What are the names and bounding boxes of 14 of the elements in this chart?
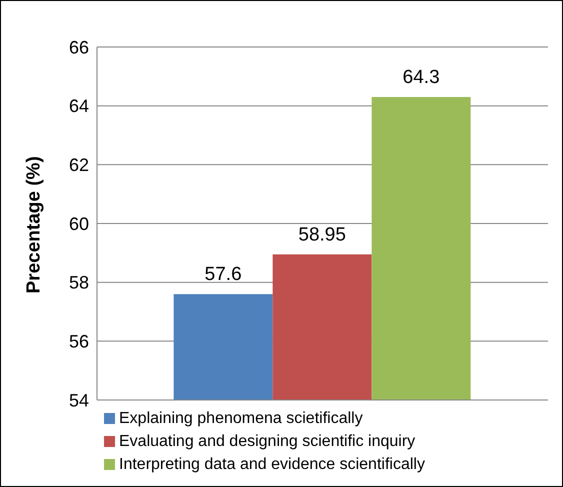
y-tick-label: 54 — [68, 390, 89, 410]
y-tick-label: 58 — [68, 272, 89, 293]
legend-label: Interpreting data and evidence scientifically — [119, 455, 425, 475]
data-label: 58.95 — [298, 224, 346, 246]
legend-label: Explaining phenomena scietifically — [119, 409, 363, 429]
legend-label: Evaluating and designing scientific inquiry — [119, 432, 416, 452]
data-label: 64.3 — [402, 67, 440, 88]
y-tick-label: 62 — [68, 155, 89, 176]
y-tick-label: 64 — [68, 96, 89, 116]
y-tick-label: 56 — [68, 332, 89, 352]
y-tick-label: 60 — [68, 214, 89, 234]
data-label: 57.6 — [204, 264, 242, 286]
y-axis-title: Precentage (%) — [24, 156, 45, 294]
y-tick-label: 66 — [68, 37, 89, 58]
